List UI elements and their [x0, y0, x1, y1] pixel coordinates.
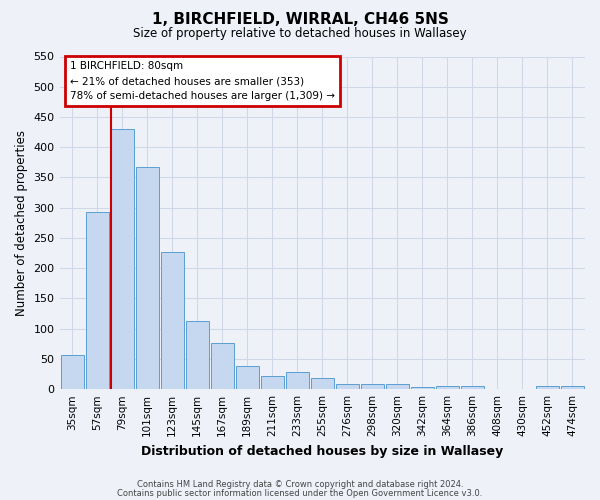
- Bar: [386, 384, 409, 389]
- X-axis label: Distribution of detached houses by size in Wallasey: Distribution of detached houses by size …: [141, 444, 503, 458]
- Text: Contains HM Land Registry data © Crown copyright and database right 2024.: Contains HM Land Registry data © Crown c…: [137, 480, 463, 489]
- Bar: [110, 129, 134, 389]
- Y-axis label: Number of detached properties: Number of detached properties: [15, 130, 28, 316]
- Text: Size of property relative to detached houses in Wallasey: Size of property relative to detached ho…: [133, 28, 467, 40]
- Bar: [286, 372, 309, 389]
- Bar: [86, 212, 109, 389]
- Bar: [236, 366, 259, 389]
- Text: 1 BIRCHFIELD: 80sqm
← 21% of detached houses are smaller (353)
78% of semi-detac: 1 BIRCHFIELD: 80sqm ← 21% of detached ho…: [70, 62, 335, 101]
- Bar: [311, 378, 334, 389]
- Bar: [211, 343, 233, 389]
- Bar: [436, 386, 459, 389]
- Bar: [336, 384, 359, 389]
- Text: Contains public sector information licensed under the Open Government Licence v3: Contains public sector information licen…: [118, 488, 482, 498]
- Bar: [411, 388, 434, 389]
- Bar: [185, 321, 209, 389]
- Bar: [461, 386, 484, 389]
- Bar: [136, 167, 158, 389]
- Bar: [61, 354, 83, 389]
- Bar: [361, 384, 384, 389]
- Bar: [536, 386, 559, 389]
- Bar: [561, 386, 584, 389]
- Text: 1, BIRCHFIELD, WIRRAL, CH46 5NS: 1, BIRCHFIELD, WIRRAL, CH46 5NS: [152, 12, 448, 28]
- Bar: [261, 376, 284, 389]
- Bar: [161, 252, 184, 389]
